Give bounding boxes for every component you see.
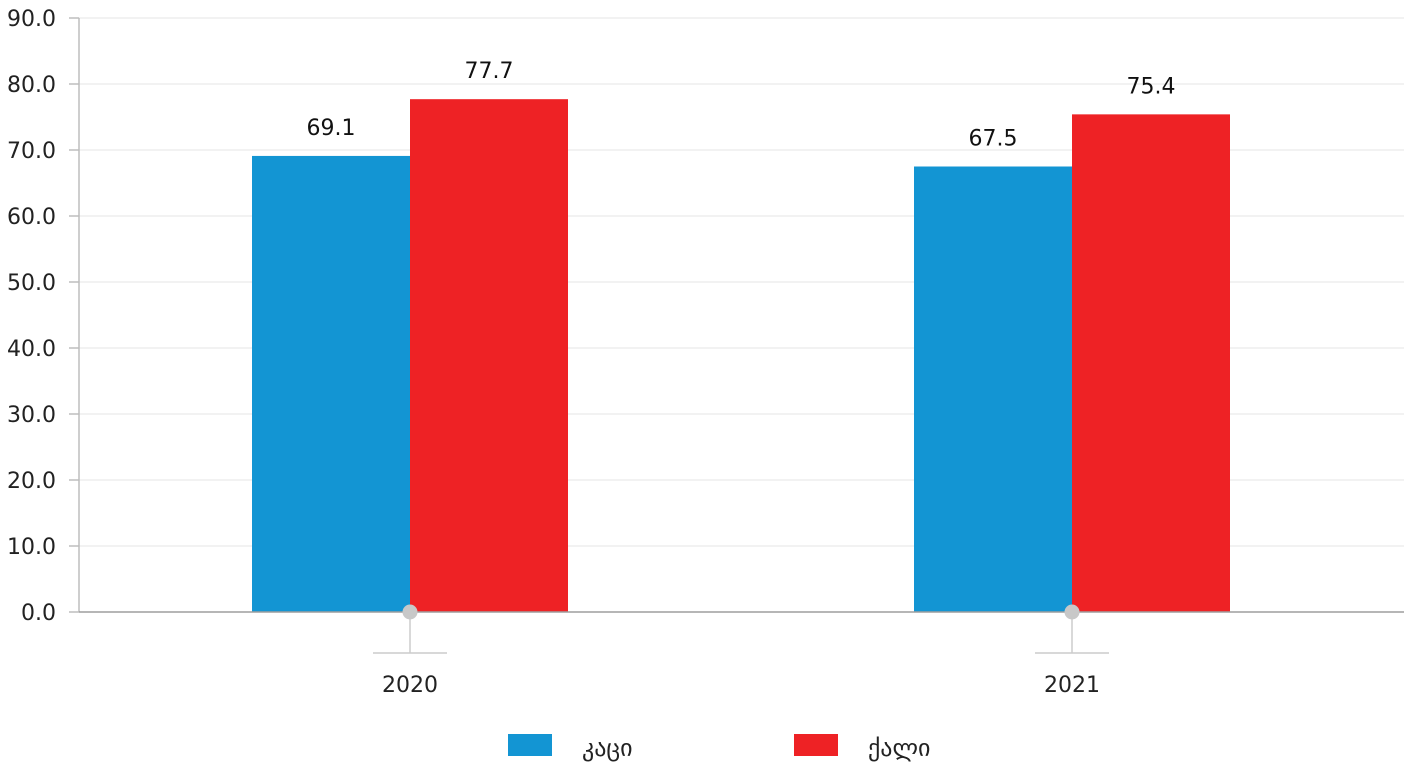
- y-tick-label: 80.0: [7, 73, 56, 98]
- data-label: 77.7: [465, 59, 514, 84]
- y-tick-label: 40.0: [7, 337, 56, 362]
- legend: კაცი ქალი: [508, 734, 930, 762]
- data-labels: 69.1 77.7 67.5 75.4: [307, 59, 1176, 151]
- y-tick-label: 30.0: [7, 403, 56, 428]
- y-axis-ticks: 0.0 10.0 20.0 30.0 40.0 50.0 60.0 70.0 80.0 90.0: [7, 7, 79, 626]
- legend-swatch: [508, 734, 552, 756]
- data-label: 69.1: [307, 116, 356, 141]
- y-tick-label: 50.0: [7, 271, 56, 296]
- y-tick-label: 20.0: [7, 469, 56, 494]
- x-tick-dot: [402, 604, 418, 620]
- bar-series1-2021: [914, 166, 1072, 612]
- x-tick-label: 2021: [1044, 673, 1100, 698]
- data-label: 67.5: [969, 127, 1018, 152]
- x-axis-ticks: 2020 2021: [373, 604, 1109, 698]
- y-tick-label: 60.0: [7, 205, 56, 230]
- bar-series1-2020: [252, 155, 410, 612]
- y-tick-label: 10.0: [7, 535, 56, 560]
- y-tick-label: 70.0: [7, 139, 56, 164]
- y-tick-label: 90.0: [7, 7, 56, 32]
- y-tick-label: 0.0: [21, 601, 56, 626]
- legend-swatch: [794, 734, 838, 756]
- legend-label: კაცი: [582, 734, 633, 762]
- legend-label: ქალი: [868, 734, 930, 762]
- data-label: 75.4: [1127, 74, 1176, 99]
- x-tick-dot: [1064, 604, 1080, 620]
- bar-series2-2021: [1072, 114, 1230, 613]
- bars: [252, 99, 1230, 613]
- x-tick-label: 2020: [382, 673, 438, 698]
- bar-series2-2020: [410, 99, 568, 613]
